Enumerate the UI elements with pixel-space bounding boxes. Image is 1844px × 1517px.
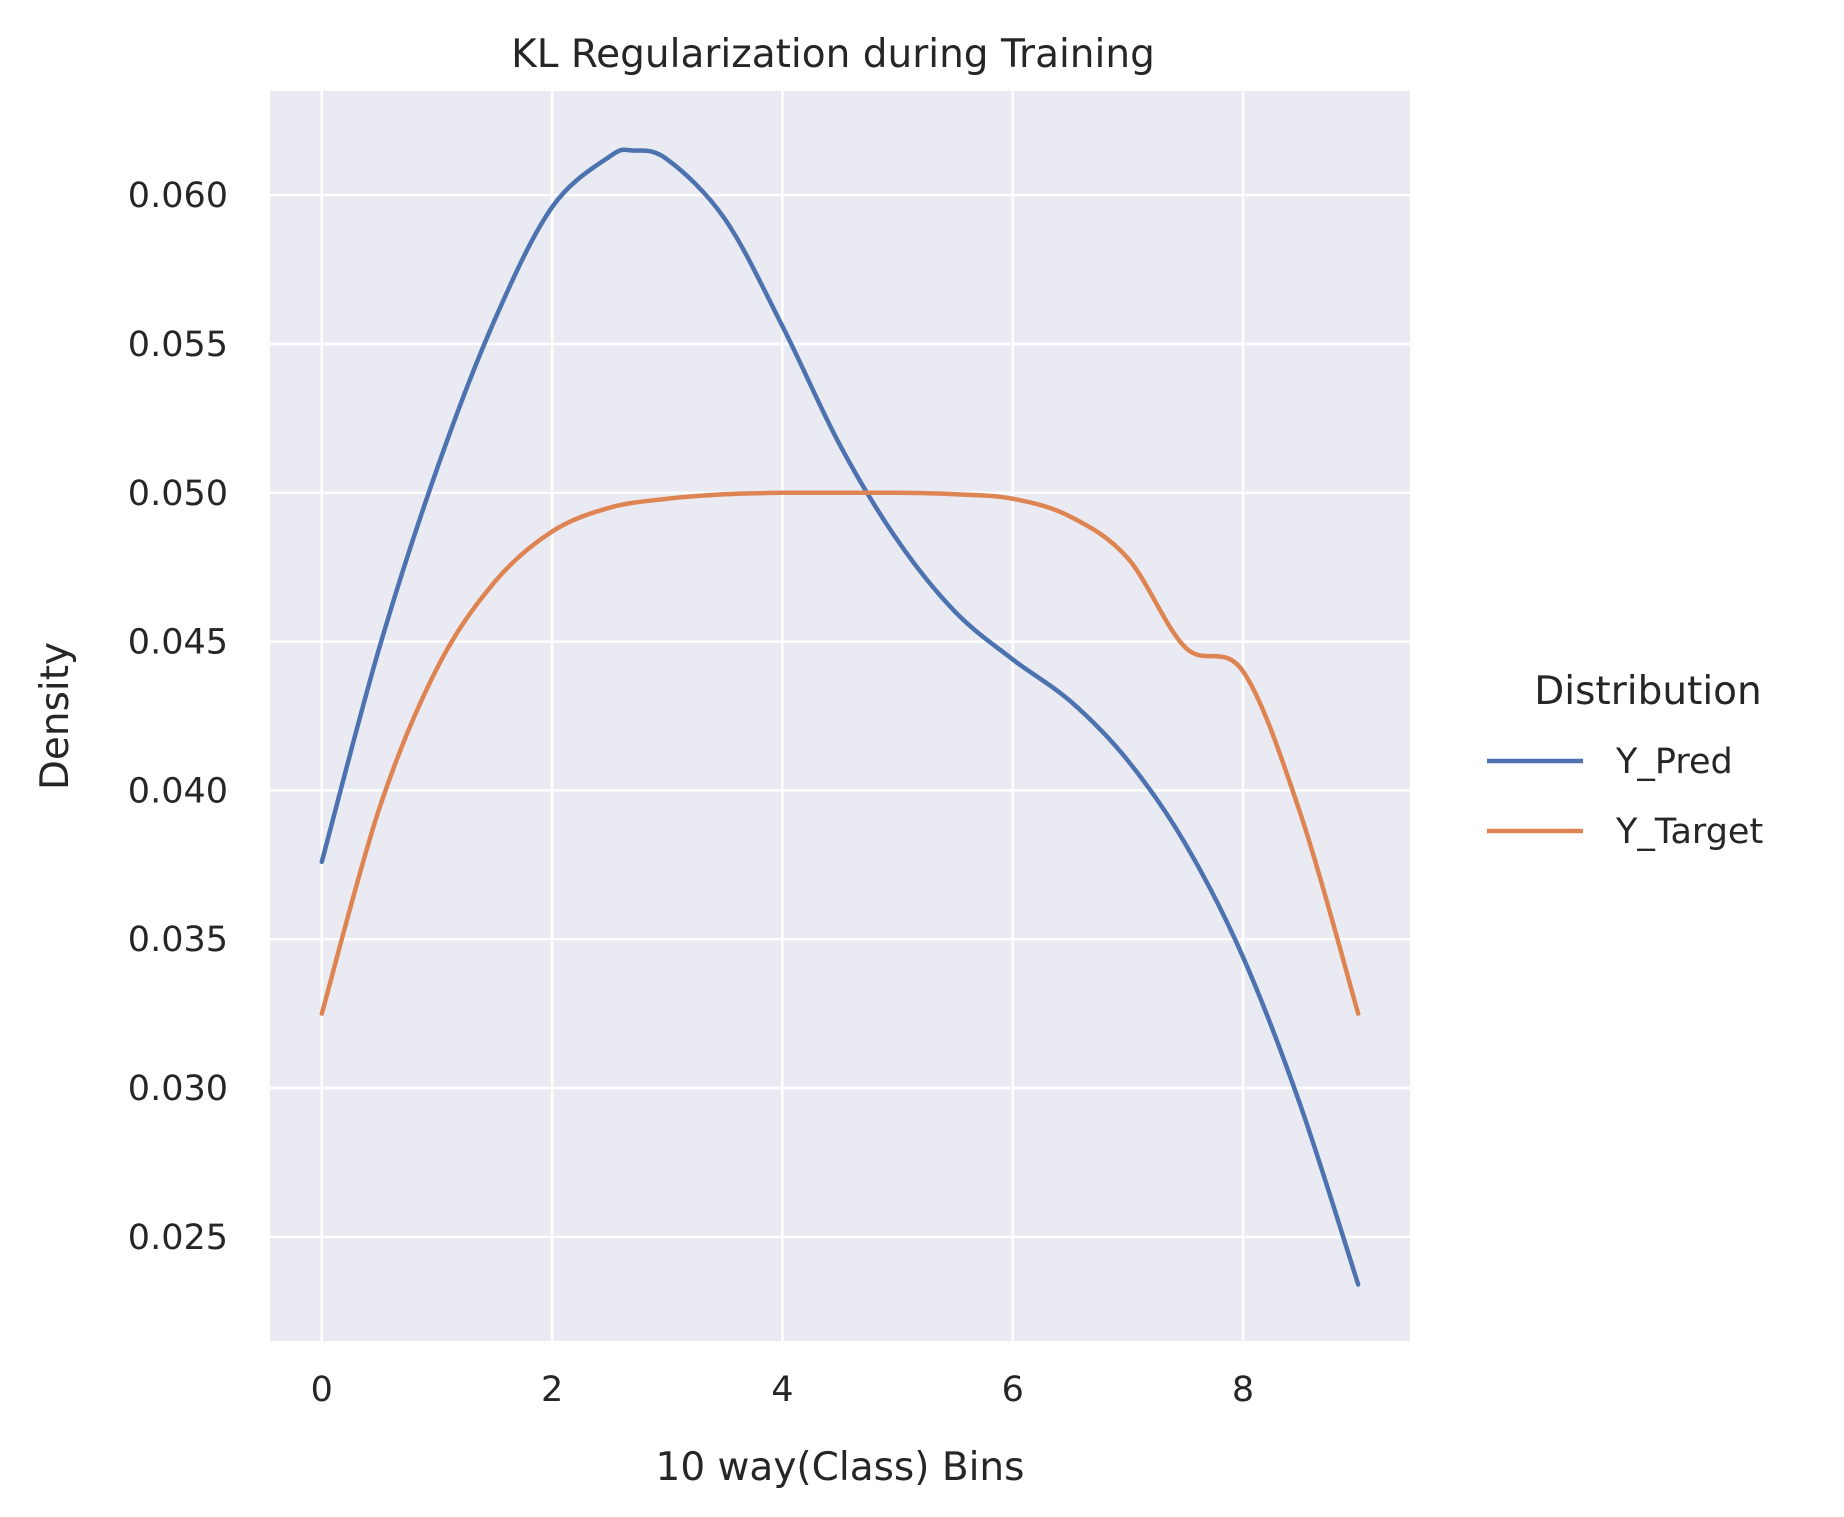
x-tick-label: 6 bbox=[1002, 1370, 1024, 1410]
legend-entry-label: Y_Target bbox=[1615, 812, 1763, 852]
legend: Distribution Y_Pred Y_Target bbox=[1487, 669, 1763, 852]
y-tick-label: 0.040 bbox=[128, 771, 228, 811]
legend-title: Distribution bbox=[1534, 669, 1762, 714]
y-tick-label: 0.035 bbox=[128, 920, 228, 960]
y-tick-label: 0.055 bbox=[128, 325, 228, 365]
legend-entry-label: Y_Pred bbox=[1615, 742, 1733, 782]
y-tick-label: 0.060 bbox=[128, 176, 228, 216]
y-axis-label: Density bbox=[33, 642, 78, 790]
series-line-y-target bbox=[319, 490, 1361, 1016]
series-line-y-pred bbox=[319, 147, 1361, 1287]
y-axis-ticks: 0.025 0.030 0.035 0.040 0.045 0.050 0.055 0.060 bbox=[128, 176, 228, 1258]
plot-area bbox=[270, 91, 1410, 1341]
y-tick-label: 0.050 bbox=[128, 474, 228, 514]
x-tick-label: 4 bbox=[771, 1370, 793, 1410]
chart-title: KL Regularization during Training bbox=[511, 32, 1155, 77]
y-tick-label: 0.025 bbox=[128, 1218, 228, 1258]
y-tick-label: 0.045 bbox=[128, 623, 228, 663]
x-tick-label: 8 bbox=[1232, 1370, 1254, 1410]
x-axis-ticks: 0 2 4 6 8 bbox=[311, 1370, 1254, 1410]
series-lines bbox=[319, 147, 1361, 1287]
x-tick-label: 0 bbox=[311, 1370, 333, 1410]
gridlines bbox=[270, 91, 1410, 1341]
x-tick-label: 2 bbox=[541, 1370, 563, 1410]
x-axis-label: 10 way(Class) Bins bbox=[656, 1445, 1025, 1490]
y-tick-label: 0.030 bbox=[128, 1069, 228, 1109]
